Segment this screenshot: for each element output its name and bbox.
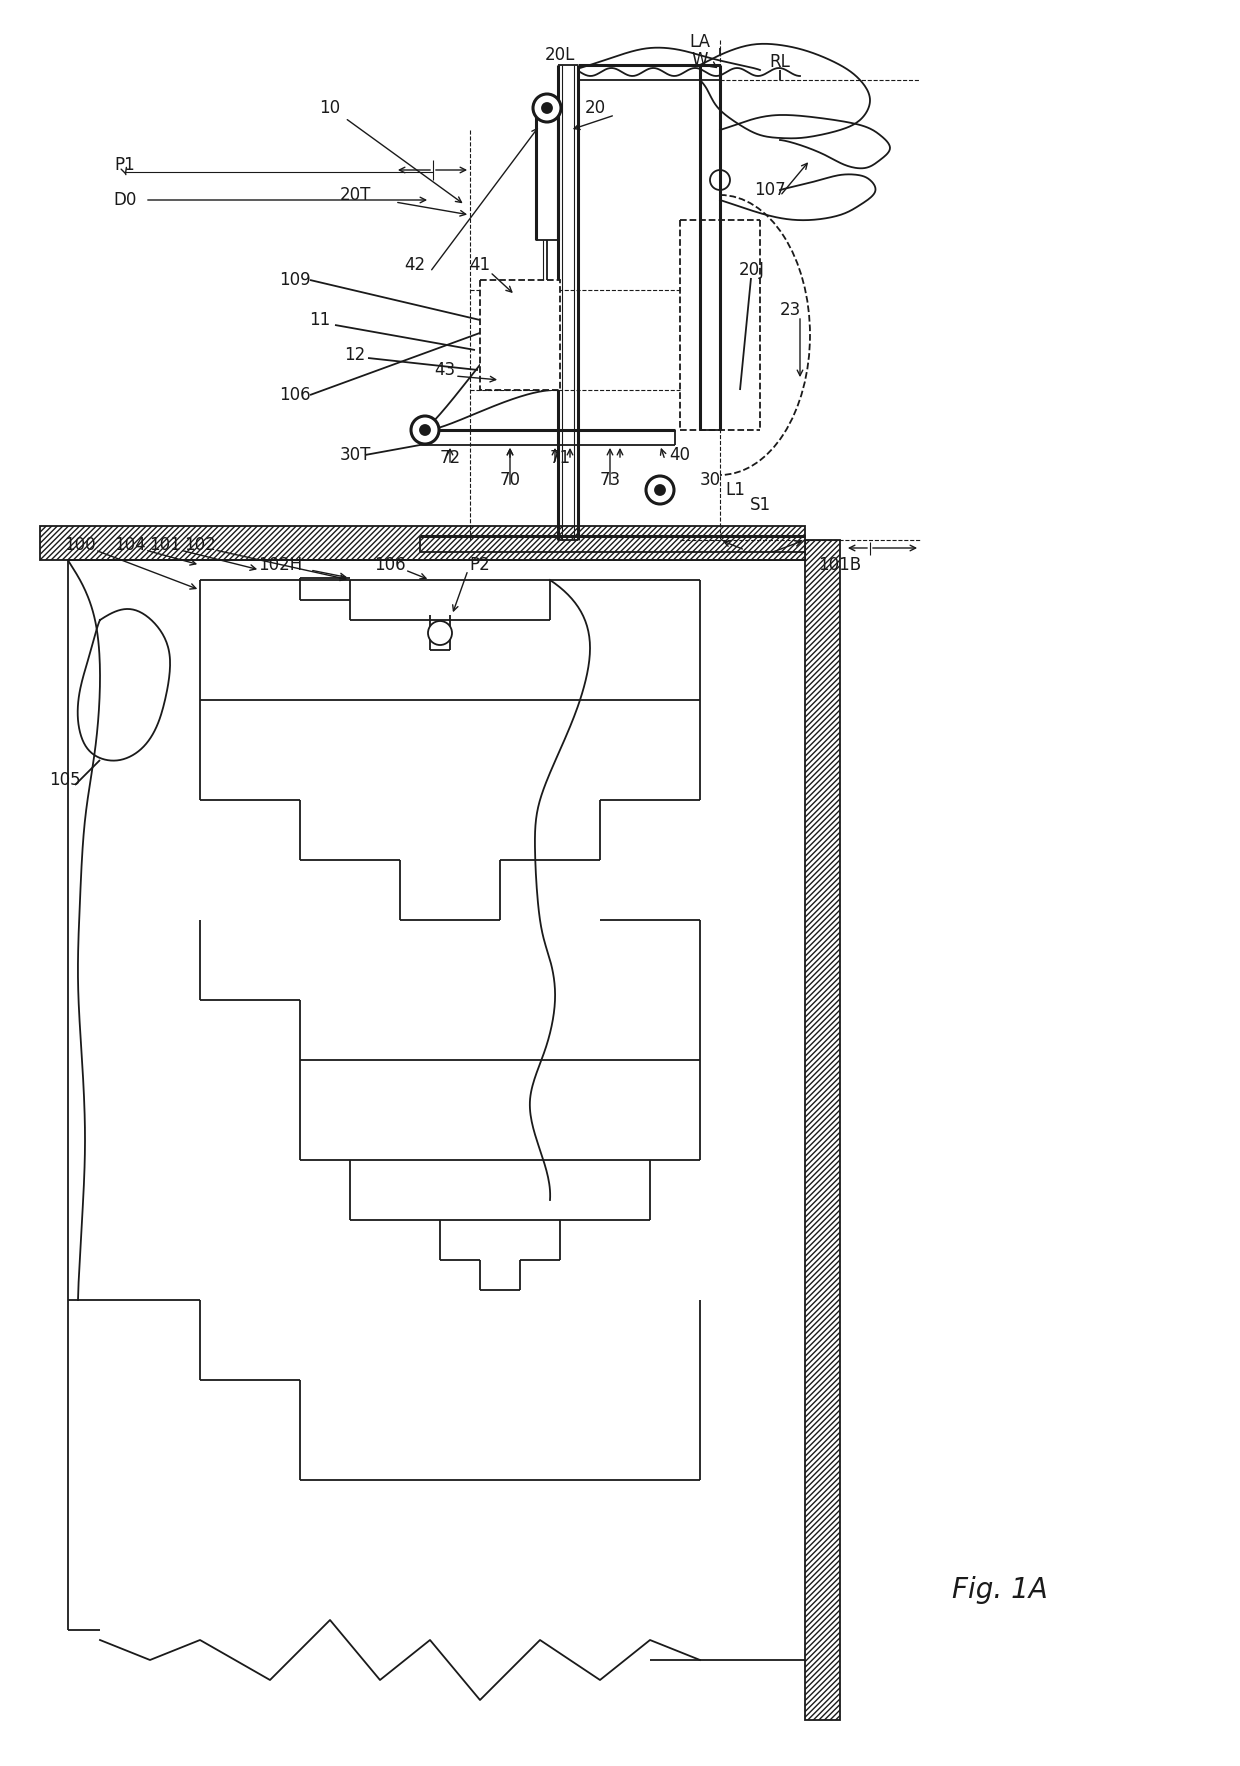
Text: 41: 41 (470, 256, 491, 274)
Text: W: W (692, 51, 708, 69)
Text: P2: P2 (470, 556, 490, 574)
Text: 104: 104 (114, 537, 146, 555)
Text: 20L: 20L (544, 46, 575, 64)
Text: 23: 23 (780, 300, 801, 320)
Text: LA: LA (689, 34, 711, 51)
Text: 20: 20 (584, 99, 605, 117)
Text: P1: P1 (114, 155, 135, 175)
Text: 102: 102 (184, 537, 216, 555)
Text: 72: 72 (439, 449, 460, 466)
Text: 20J: 20J (739, 261, 765, 279)
Text: 10: 10 (320, 99, 341, 117)
Text: 70: 70 (500, 472, 521, 489)
Bar (805, 540, 839, 1720)
Circle shape (533, 94, 560, 122)
Circle shape (420, 426, 430, 434)
Text: 100: 100 (64, 537, 95, 555)
Text: 30: 30 (699, 472, 720, 489)
Circle shape (646, 477, 675, 503)
Text: 43: 43 (434, 360, 455, 380)
Text: 105: 105 (50, 772, 81, 789)
Text: 42: 42 (404, 256, 425, 274)
Circle shape (428, 622, 453, 645)
Text: 20T: 20T (340, 185, 371, 205)
Text: D0: D0 (113, 191, 136, 208)
Circle shape (410, 417, 439, 443)
Text: RL: RL (770, 53, 790, 71)
Text: 101B: 101B (818, 556, 862, 574)
Text: 109: 109 (279, 270, 311, 290)
Text: 71: 71 (549, 449, 570, 466)
Circle shape (655, 486, 665, 494)
Text: 12: 12 (345, 346, 366, 364)
Text: 107: 107 (754, 180, 786, 200)
Text: 102H: 102H (258, 556, 303, 574)
Text: 40: 40 (670, 447, 691, 464)
Text: Fig. 1A: Fig. 1A (952, 1575, 1048, 1604)
Circle shape (542, 102, 552, 113)
Text: S1: S1 (749, 496, 770, 514)
Text: 30T: 30T (340, 447, 371, 464)
Bar (480, 281, 560, 390)
Text: 73: 73 (599, 472, 620, 489)
Text: L1: L1 (725, 480, 745, 500)
Text: 11: 11 (309, 311, 331, 328)
Text: 106: 106 (374, 556, 405, 574)
Bar (40, 526, 805, 560)
Text: 106: 106 (279, 387, 311, 404)
Text: 101: 101 (149, 537, 181, 555)
